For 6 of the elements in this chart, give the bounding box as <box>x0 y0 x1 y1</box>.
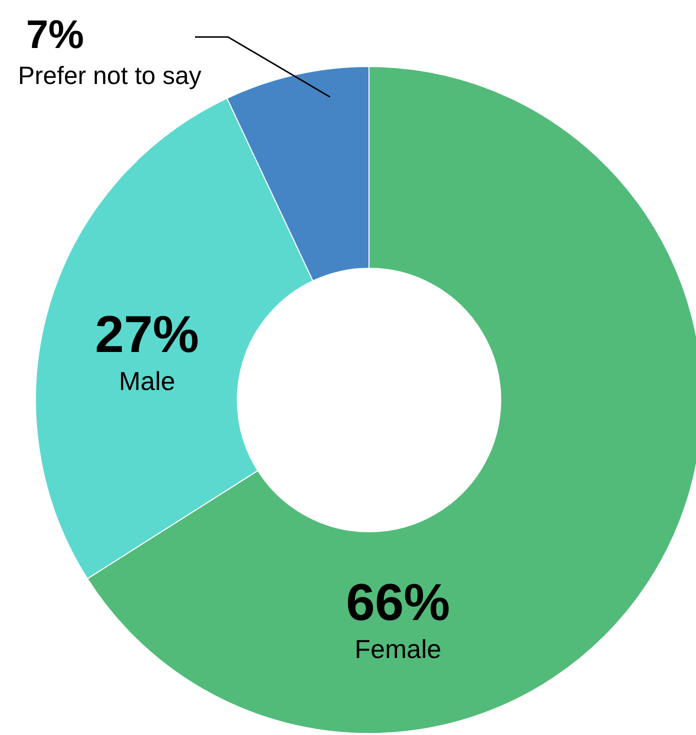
slice-label: Male <box>118 366 176 396</box>
data-label: 7% <box>26 13 84 57</box>
slice-label: Prefer not to say <box>18 62 202 90</box>
data-label: 66% <box>346 574 450 632</box>
data-label: 27% <box>94 306 200 364</box>
slice-label: Female <box>354 634 442 664</box>
